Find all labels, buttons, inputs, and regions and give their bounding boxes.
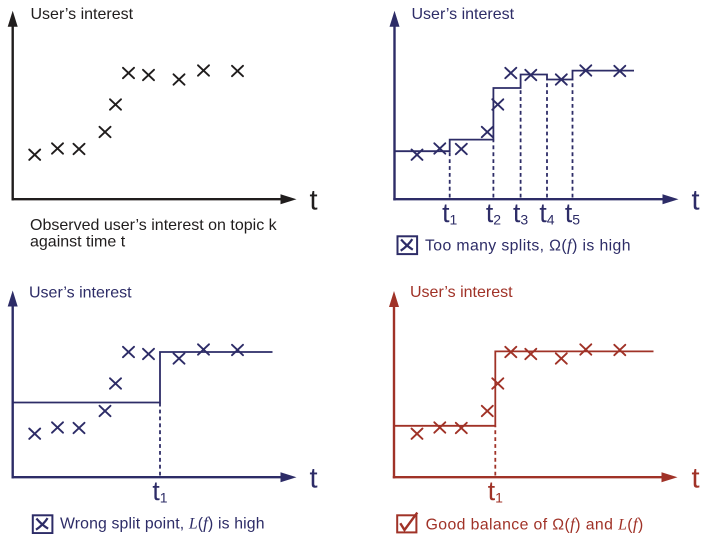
svg-text:t: t bbox=[310, 463, 318, 495]
svg-text:Observed user’s interest on to: Observed user’s interest on topic k bbox=[30, 217, 278, 234]
svg-text:t4: t4 bbox=[539, 198, 554, 228]
svg-text:User’s interest: User’s interest bbox=[412, 6, 515, 23]
svg-text:User’s interest: User’s interest bbox=[29, 285, 132, 302]
svg-text:against time t: against time t bbox=[30, 234, 126, 251]
svg-text:t: t bbox=[310, 185, 318, 217]
svg-text:t5: t5 bbox=[565, 198, 580, 228]
svg-text:Too many splits, Ω(f) is high: Too many splits, Ω(f) is high bbox=[425, 236, 631, 255]
svg-text:Good balance of Ω(f) and L(f): Good balance of Ω(f) and L(f) bbox=[426, 514, 644, 533]
svg-text:t: t bbox=[692, 185, 700, 217]
svg-text:t1: t1 bbox=[488, 476, 503, 506]
svg-text:t: t bbox=[692, 463, 700, 495]
svg-text:User’s interest: User’s interest bbox=[410, 284, 513, 301]
svg-text:t3: t3 bbox=[513, 198, 528, 228]
svg-text:t1: t1 bbox=[442, 198, 457, 228]
svg-text:t1: t1 bbox=[152, 476, 167, 506]
svg-text:t2: t2 bbox=[486, 198, 501, 228]
svg-text:User’s interest: User’s interest bbox=[31, 6, 134, 23]
svg-text:Wrong split point, L(f) is hig: Wrong split point, L(f) is high bbox=[60, 514, 265, 533]
